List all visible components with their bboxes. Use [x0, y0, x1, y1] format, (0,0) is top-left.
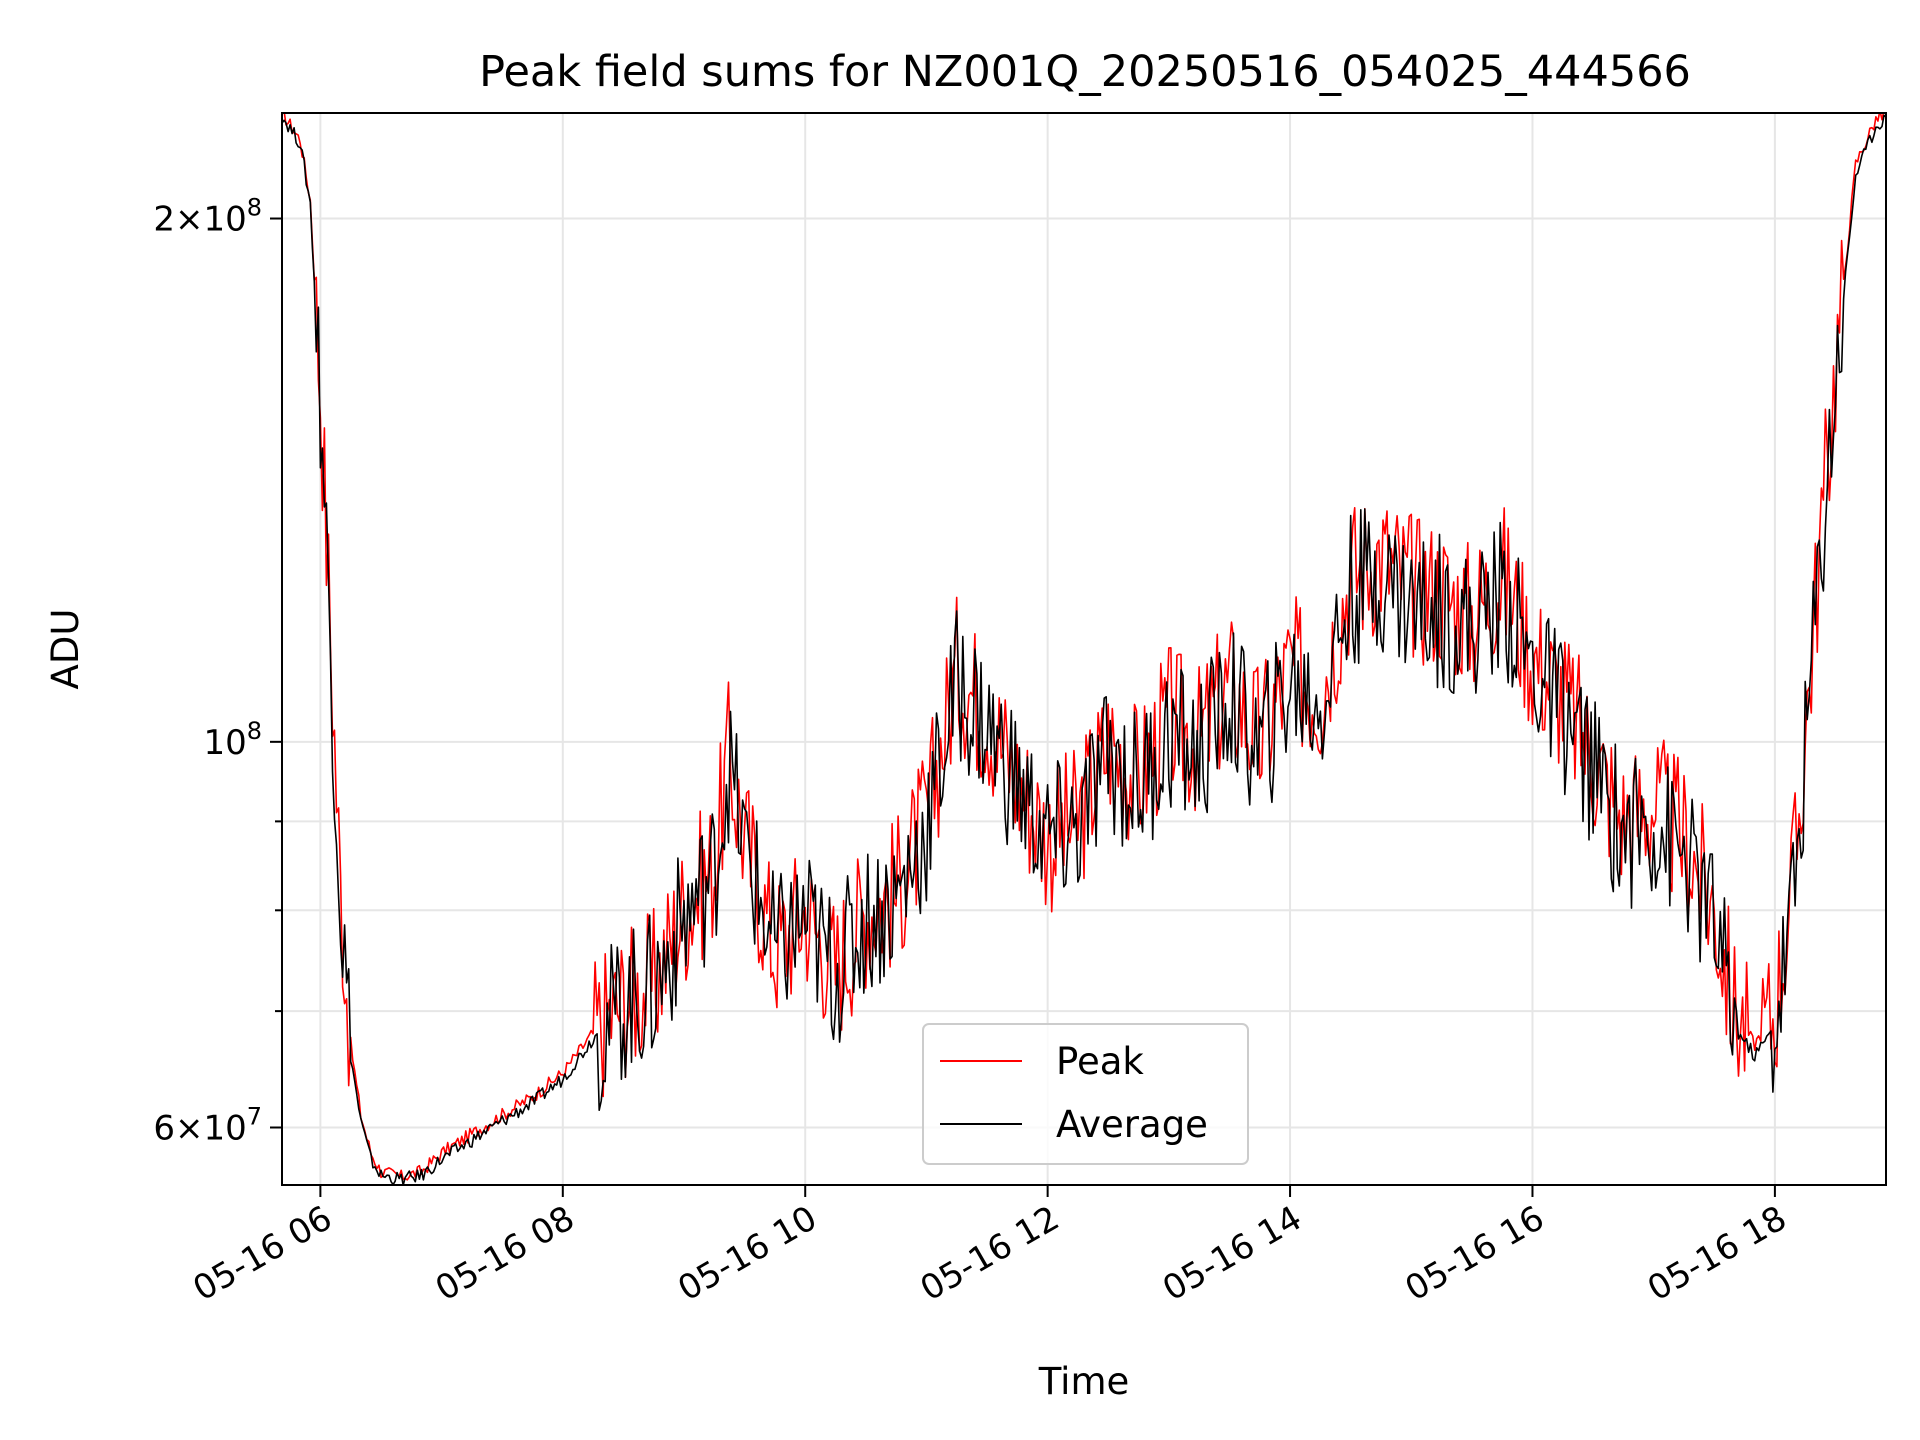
y-tick-label: 6×107: [153, 1102, 262, 1148]
plot-frame: [281, 112, 1887, 1186]
legend-label-peak: Peak: [1056, 1040, 1144, 1083]
series-layer: [282, 113, 1886, 1185]
legend-box: [922, 1023, 1249, 1165]
y-tick-label: 108: [203, 717, 262, 763]
y-axis: 6×107 108 2×108: [153, 194, 282, 1148]
chart-title: Peak field sums for NZ001Q_20250516_0540…: [479, 47, 1691, 97]
series-line-average: [282, 114, 1886, 1185]
legend: Peak Average: [922, 1023, 1249, 1165]
series-line-peak: [283, 113, 1886, 1181]
legend-label-average: Average: [1056, 1103, 1208, 1146]
x-axis-label: Time: [1038, 1360, 1130, 1403]
plot-area: [282, 113, 1886, 1185]
y-tick-label: 2×108: [153, 194, 262, 240]
y-axis-label: ADU: [44, 609, 87, 690]
